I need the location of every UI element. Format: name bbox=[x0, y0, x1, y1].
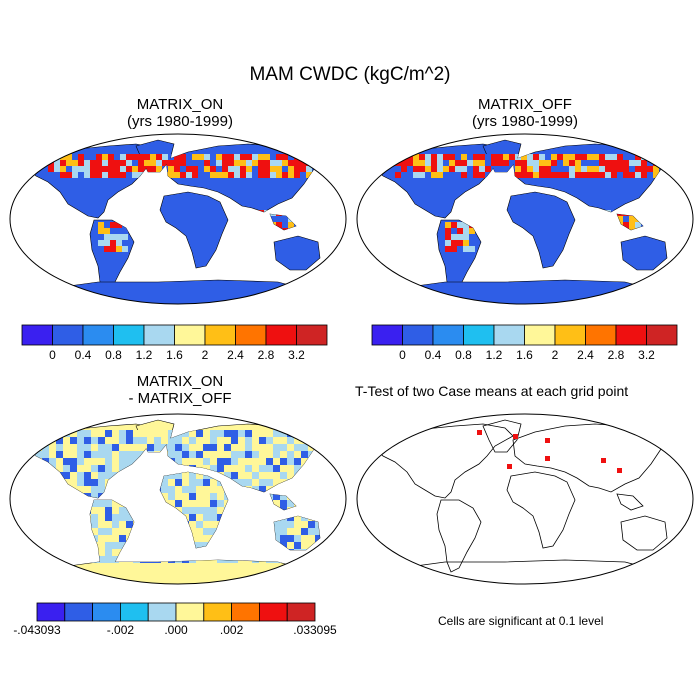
significant-cell bbox=[617, 468, 622, 473]
colorbar-swatch bbox=[371, 324, 403, 346]
colorbar-swatch bbox=[82, 324, 114, 346]
colorbar-tick-label: 2 bbox=[551, 348, 559, 362]
panel-title-difference: MATRIX_ON - MATRIX_OFF bbox=[60, 373, 300, 407]
colorbar-difference bbox=[36, 602, 316, 622]
colorbar-swatch bbox=[21, 324, 53, 346]
colorbar-swatch bbox=[524, 324, 556, 346]
colorbar-tick-label: 2.4 bbox=[577, 348, 594, 362]
colorbar-swatch bbox=[646, 324, 678, 346]
continent-australia bbox=[620, 515, 668, 551]
colorbar-tick-label: .033095 bbox=[293, 623, 337, 637]
colorbar-tick-label: 0 bbox=[399, 348, 406, 362]
significant-cell bbox=[601, 458, 606, 463]
colorbar-tick-label: 3.2 bbox=[638, 348, 655, 362]
colorbar-swatch bbox=[64, 602, 93, 622]
colorbar-tick-label: 0.4 bbox=[424, 348, 442, 362]
significant-cell bbox=[645, 432, 650, 437]
panel-title-ttest: T-Test of two Case means at each grid po… bbox=[355, 383, 629, 399]
significant-cell bbox=[513, 434, 518, 439]
continent-africa bbox=[506, 191, 576, 269]
colorbar-tick-label: 0.8 bbox=[105, 348, 122, 362]
colorbar-swatch bbox=[36, 602, 66, 622]
continent-australia bbox=[620, 235, 668, 271]
colorbar-swatch bbox=[402, 324, 434, 346]
colorbar-swatch bbox=[585, 324, 617, 346]
colorbar-tick-label: -.043093 bbox=[13, 623, 61, 637]
panel-title-line2: - MATRIX_OFF bbox=[128, 390, 232, 407]
colorbar-swatch bbox=[258, 602, 288, 622]
continent-africa bbox=[506, 471, 576, 549]
colorbar-swatch bbox=[231, 602, 260, 622]
colorbar-tick-label: .002 bbox=[219, 623, 244, 637]
colorbar-swatch bbox=[235, 324, 267, 346]
significant-cell bbox=[477, 430, 482, 435]
colorbar-swatch bbox=[554, 324, 586, 346]
panel-title-line2: (yrs 1980-1999) bbox=[127, 113, 233, 130]
colorbar-tick-label: 0 bbox=[49, 348, 56, 362]
colorbar-tick-label: 3.2 bbox=[288, 348, 305, 362]
colorbar-tick-label: -.002 bbox=[106, 623, 135, 637]
panel-title-matrix-off: MATRIX_OFF (yrs 1980-1999) bbox=[405, 96, 645, 130]
colorbar-swatch bbox=[432, 324, 464, 346]
colorbar-swatch bbox=[147, 602, 177, 622]
map-ttest bbox=[356, 413, 694, 585]
map-difference bbox=[9, 413, 347, 585]
panel-title-matrix-on: MATRIX_ON (yrs 1980-1999) bbox=[60, 96, 300, 130]
colorbar-tick-label: .000 bbox=[164, 623, 188, 637]
continent-africa bbox=[159, 191, 229, 269]
colorbar-tick-label: 0.4 bbox=[74, 348, 92, 362]
figure-title: MAM CWDC (kgC/m^2) bbox=[249, 64, 451, 85]
panel-title-line1: MATRIX_ON bbox=[136, 96, 224, 113]
colorbar-swatch bbox=[174, 324, 206, 346]
colorbar-swatch bbox=[175, 602, 205, 622]
continent-south-america bbox=[436, 499, 482, 573]
colorbar-swatch bbox=[463, 324, 495, 346]
colorbar-swatch bbox=[92, 602, 121, 622]
colorbar-tick-label: 1.2 bbox=[135, 348, 153, 362]
colorbar-swatch bbox=[203, 602, 233, 622]
significance-note: Cells are significant at 0.1 level bbox=[438, 614, 604, 628]
colorbar-tick-label: 1.6 bbox=[516, 348, 533, 362]
colorbar-swatch bbox=[265, 324, 297, 346]
colorbar-swatch bbox=[615, 324, 647, 346]
continent-southeast-asia bbox=[616, 493, 644, 511]
significant-cell bbox=[545, 456, 550, 461]
panel-title-line1: MATRIX_OFF bbox=[478, 96, 572, 113]
significant-cell bbox=[507, 464, 512, 469]
panel-title-line1: MATRIX_ON bbox=[136, 373, 224, 390]
significant-cell bbox=[545, 438, 550, 443]
continent-australia bbox=[273, 235, 321, 271]
colorbar-tick-label: 2.8 bbox=[257, 348, 275, 362]
colorbar-swatch bbox=[52, 324, 84, 346]
colorbar-swatch bbox=[120, 602, 149, 622]
colorbar-swatch bbox=[286, 602, 316, 622]
map-matrix-off bbox=[356, 133, 694, 305]
colorbar-swatch bbox=[204, 324, 236, 346]
continent-eurasia bbox=[512, 423, 668, 493]
colorbar-matrix-off bbox=[371, 324, 678, 346]
colorbar-tick-label: 2.8 bbox=[607, 348, 625, 362]
colorbar-tick-label: 2 bbox=[201, 348, 209, 362]
colorbar-matrix-on bbox=[21, 324, 328, 346]
colorbar-swatch bbox=[143, 324, 175, 346]
continent-greenland bbox=[482, 419, 522, 453]
map-matrix-on bbox=[9, 133, 347, 305]
colorbar-tick-label: 1.2 bbox=[485, 348, 503, 362]
colorbar-swatch bbox=[493, 324, 525, 346]
panel-title-line2: (yrs 1980-1999) bbox=[472, 113, 578, 130]
colorbar-tick-label: 2.4 bbox=[227, 348, 244, 362]
colorbar-tick-label: 1.6 bbox=[166, 348, 183, 362]
colorbar-swatch bbox=[113, 324, 145, 346]
colorbar-tick-label: 0.8 bbox=[455, 348, 472, 362]
colorbar-swatch bbox=[296, 324, 328, 346]
continent-north-america bbox=[374, 423, 514, 499]
